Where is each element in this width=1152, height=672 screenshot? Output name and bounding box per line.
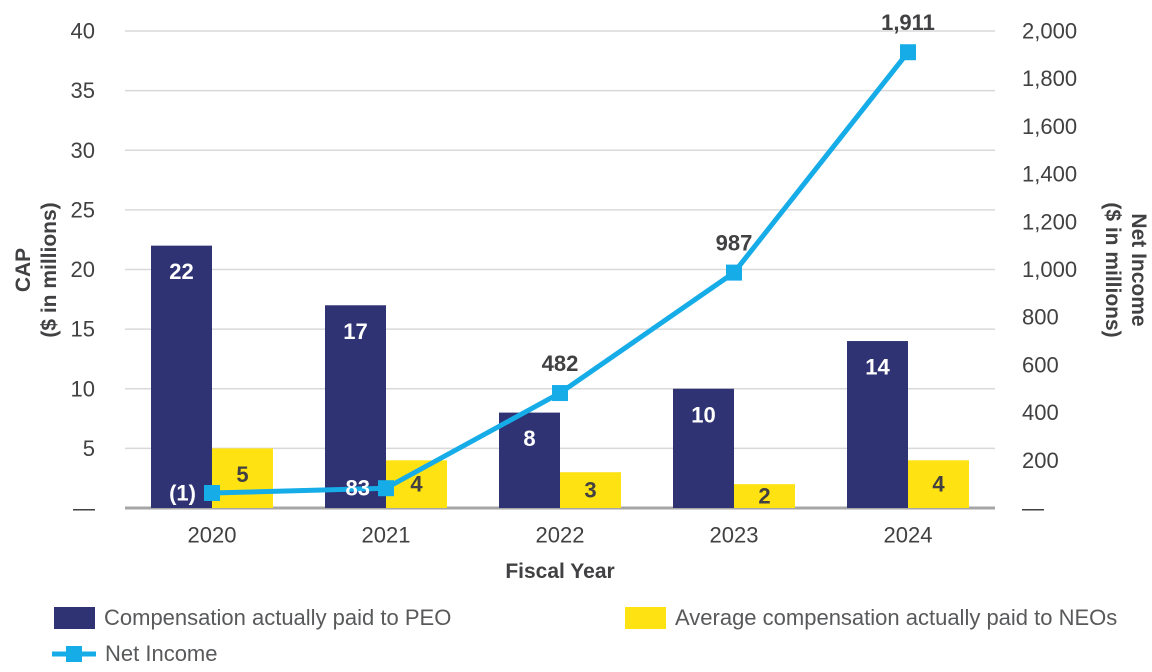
right-tick-0: — <box>1022 496 1044 521</box>
right-tick-1000: 1,000 <box>1022 257 1077 282</box>
legend-label-peo: Compensation actually paid to PEO <box>104 605 452 630</box>
left-axis-title: CAP ($ in millions) <box>12 202 61 337</box>
x-label-2023: 2023 <box>710 523 759 548</box>
left-axis-ticks: 40 35 30 25 20 15 10 5 — <box>71 19 95 521</box>
marker-net-income-2024 <box>900 44 916 61</box>
legend-swatch-net-income <box>52 646 96 662</box>
left-axis-title-line2: ($ in millions) <box>38 202 61 337</box>
legend-item-neo: Average compensation actually paid to NE… <box>625 605 1117 631</box>
legend-label-neo: Average compensation actually paid to NE… <box>675 605 1118 630</box>
left-tick-20: 20 <box>71 257 95 282</box>
bar-label-peo-2020: 22 <box>169 259 193 284</box>
right-axis-title: Net Income($ in millions) <box>1101 202 1150 337</box>
point-label-2023: 987 <box>716 231 753 256</box>
bar-peo-2023 <box>673 388 734 508</box>
point-label-2024: 1,911 <box>881 10 935 35</box>
right-tick-2000: 2,000 <box>1022 19 1077 44</box>
left-tick-0: — <box>73 496 95 521</box>
bar-peo-2021 <box>325 305 386 508</box>
legend-line-marker <box>66 646 82 662</box>
right-axis-title-line2: ($ in millions) <box>1101 202 1124 337</box>
left-tick-10: 10 <box>71 376 95 401</box>
bar-neo-2024 <box>908 460 969 508</box>
bar-label-peo-2021: 17 <box>343 319 367 344</box>
bar-labels-peo: 22 17 8 10 14 <box>169 259 890 451</box>
bar-labels-neo: 5 4 3 2 4 <box>236 462 945 509</box>
bar-label-peo-2024: 14 <box>865 355 890 380</box>
x-category-labels: 2020 2021 2022 2023 2024 <box>188 523 933 548</box>
legend-swatch-peo <box>54 607 95 629</box>
x-axis-title: Fiscal Year <box>505 560 615 583</box>
line-markers <box>204 44 916 501</box>
right-axis-title-line1: Net Income <box>1127 213 1150 326</box>
left-tick-40: 40 <box>71 19 95 44</box>
bar-label-peo-2023: 10 <box>691 402 715 427</box>
point-label-2020: (1) <box>169 481 196 506</box>
point-label-2021: 83 <box>346 476 370 501</box>
bar-label-neo-2024: 4 <box>932 472 945 497</box>
legend-swatch-neo <box>625 607 666 629</box>
right-tick-1800: 1,800 <box>1022 66 1077 91</box>
legend-item-peo: Compensation actually paid to PEO <box>54 605 451 631</box>
legend-item-net-income: Net Income <box>52 641 218 667</box>
marker-net-income-2021 <box>378 480 394 497</box>
left-tick-15: 15 <box>71 317 95 342</box>
left-tick-5: 5 <box>83 436 95 461</box>
left-axis-title-line1: CAP <box>12 248 35 292</box>
right-tick-1400: 1,400 <box>1022 162 1077 187</box>
marker-net-income-2022 <box>552 385 568 402</box>
bar-peo-2020 <box>151 245 212 508</box>
right-tick-1200: 1,200 <box>1022 209 1077 234</box>
right-tick-200: 200 <box>1022 448 1059 473</box>
bar-label-neo-2022: 3 <box>584 478 596 503</box>
left-tick-35: 35 <box>71 78 95 103</box>
point-label-2022: 482 <box>542 351 579 376</box>
bar-neo-2022 <box>560 472 621 508</box>
bar-series-peo <box>151 245 908 508</box>
marker-net-income-2023 <box>726 264 742 281</box>
bar-peo-2024 <box>847 341 908 508</box>
bar-neo-2023 <box>734 484 795 508</box>
x-label-2024: 2024 <box>884 523 933 548</box>
left-tick-30: 30 <box>71 138 95 163</box>
right-tick-600: 600 <box>1022 352 1059 377</box>
bar-label-neo-2020: 5 <box>236 462 248 487</box>
right-axis-ticks: 2,000 1,800 1,600 1,400 1,200 1,000 800 600 400 2… <box>1022 19 1077 521</box>
marker-net-income-2020 <box>204 485 220 501</box>
bar-label-neo-2021: 4 <box>410 472 423 497</box>
bar-peo-2022 <box>499 412 560 508</box>
bar-series-neo <box>212 448 969 508</box>
legend-label-net-income: Net Income <box>105 641 218 666</box>
right-tick-800: 800 <box>1022 305 1059 330</box>
x-label-2021: 2021 <box>362 523 411 548</box>
right-tick-1600: 1,600 <box>1022 114 1077 139</box>
x-label-2022: 2022 <box>536 523 585 548</box>
x-label-2020: 2020 <box>188 523 237 548</box>
left-tick-25: 25 <box>71 197 95 222</box>
bar-label-peo-2022: 8 <box>523 426 535 451</box>
bar-label-neo-2023: 2 <box>758 484 770 509</box>
bar-neo-2020 <box>212 448 273 508</box>
right-tick-400: 400 <box>1022 400 1059 425</box>
